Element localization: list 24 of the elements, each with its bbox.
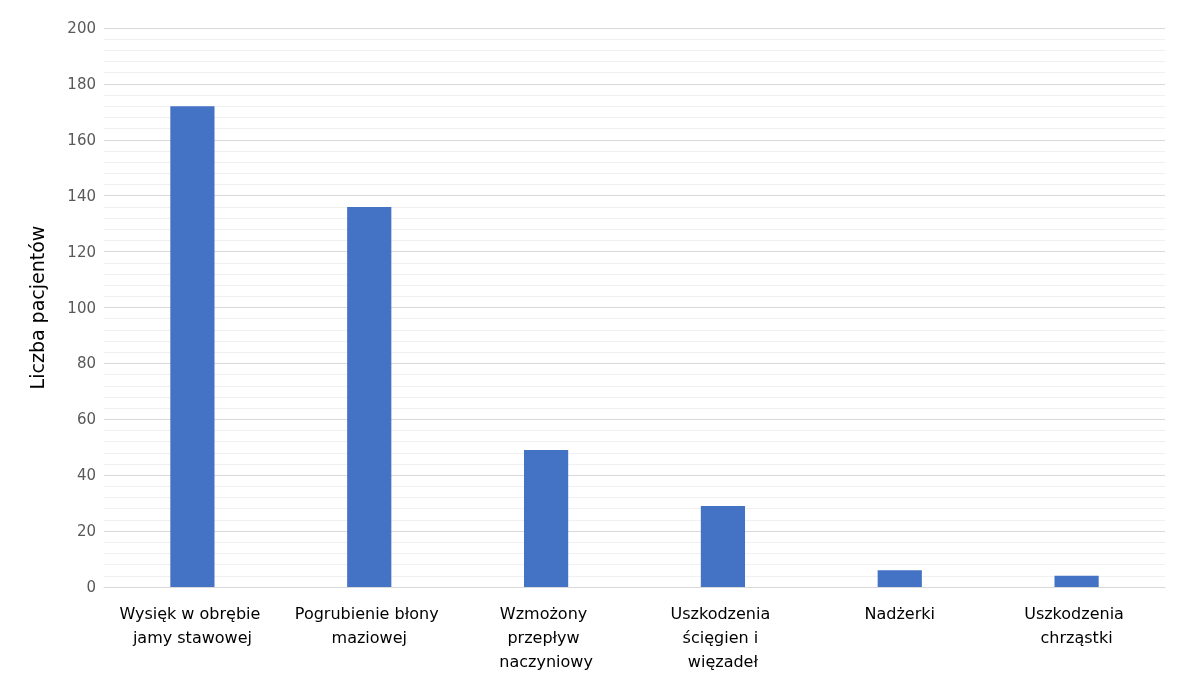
y-tick-label: 60: [76, 410, 96, 429]
x-tick-label: Uszkodzenia ścięgien i więzadeł: [670, 603, 776, 671]
bar: [523, 450, 569, 587]
bar: [1054, 575, 1099, 587]
x-tick-label: Pogrubienie błony maziowej: [294, 603, 444, 647]
bar: [170, 106, 215, 587]
bar: [877, 570, 922, 587]
y-tick-label: 180: [67, 74, 96, 93]
y-axis-title: Liczba pacjentów: [25, 225, 48, 390]
x-tick-label: Wzmożony przepływ naczyniowy: [499, 603, 593, 671]
x-tick-label: Wysięk w obrębie jamy stawowej: [119, 603, 266, 647]
bar: [700, 505, 746, 587]
y-tick-label: 200: [67, 19, 96, 37]
x-tick-label: Nadżerki: [864, 603, 935, 623]
y-tick-label: 160: [67, 130, 96, 149]
bar: [347, 206, 392, 587]
x-tick-label: Uszkodzenia chrząstki: [1024, 603, 1129, 647]
y-tick-label: 120: [67, 242, 96, 261]
y-tick-label: 100: [67, 298, 96, 317]
y-tick-label: 0: [86, 578, 96, 596]
y-tick-label: 80: [76, 354, 96, 373]
y-tick-label: 20: [76, 522, 96, 541]
y-tick-label: 140: [67, 186, 96, 205]
y-tick-label: 40: [76, 466, 96, 485]
